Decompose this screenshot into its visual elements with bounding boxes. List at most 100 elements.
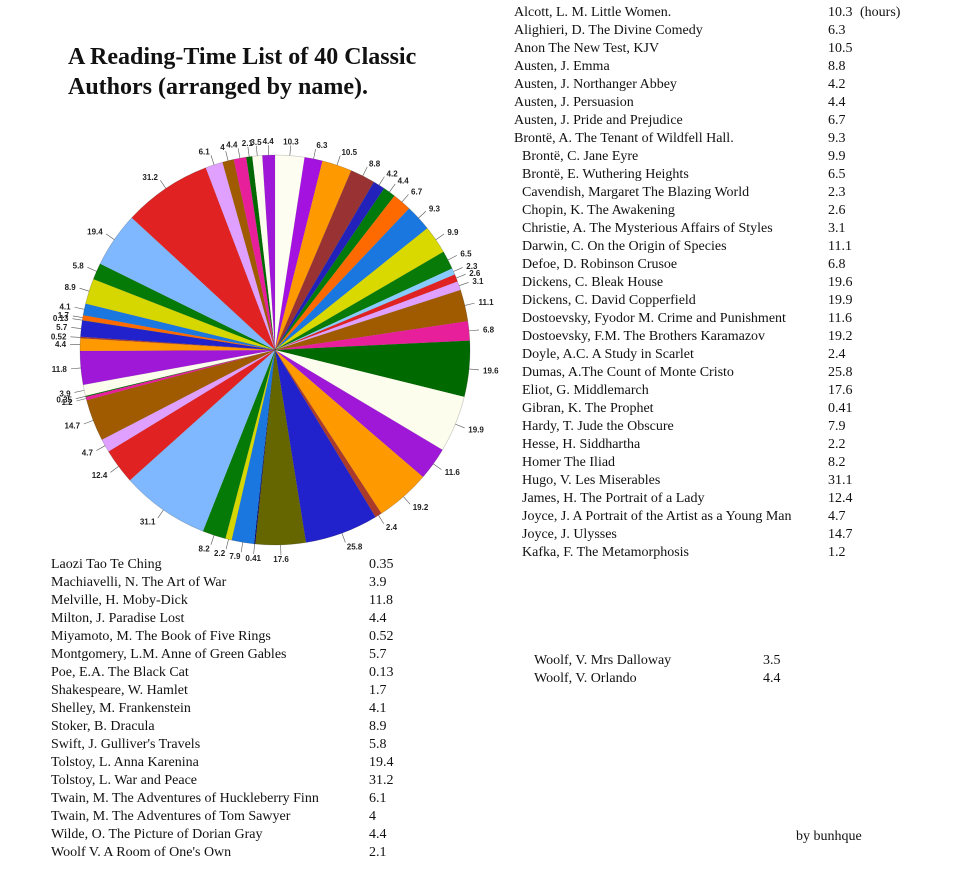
reading-hours: 4.1 [369, 701, 387, 716]
pie-data-label: 3.5 [250, 138, 262, 147]
book-title: Brontë, E. Wuthering Heights [522, 167, 689, 182]
reading-hours: 31.2 [369, 773, 394, 788]
leader-line [469, 329, 480, 332]
book-title: Brontë, A. The Tenant of Wildfell Hall. [514, 131, 734, 146]
pie-data-label: 10.3 [283, 138, 299, 147]
book-title: Dostoevsky, F.M. The Brothers Karamazov [522, 329, 766, 344]
leader-line [210, 155, 215, 165]
reading-hours: 6.5 [828, 167, 846, 182]
book-title: Christie, A. The Mysterious Affairs of S… [522, 221, 773, 236]
chart-title: A Reading-Time List of 40 Classic Author… [68, 44, 417, 100]
leader-line [72, 318, 83, 321]
leader-line [76, 398, 87, 402]
pie-data-label: 4.4 [55, 340, 67, 349]
leader-line [341, 533, 346, 543]
leader-line [70, 367, 81, 370]
leader-line [464, 302, 475, 306]
book-title: Doyle, A.C. A Study in Scarlet [522, 347, 694, 362]
book-title: Hesse, H. Siddhartha [522, 437, 641, 452]
pie-data-label: 11.6 [445, 468, 461, 477]
book-title: Shelley, M. Frankenstein [51, 701, 191, 716]
pie-slice [85, 349, 276, 398]
leader-line [453, 267, 463, 272]
pie-data-label: 2.3 [466, 262, 478, 271]
pie-slice [129, 349, 276, 532]
leader-line [110, 466, 119, 473]
pie-data-label: 19.6 [483, 366, 499, 375]
book-title: Alighieri, D. The Divine Comedy [514, 23, 703, 38]
pie-data-label: 8.8 [369, 159, 381, 168]
pie-data-label: 31.2 [142, 173, 158, 182]
book-title: Anon The New Test, KJV [514, 41, 660, 56]
pie-data-label: 2.4 [386, 523, 398, 532]
pie-data-label: 3.9 [59, 389, 71, 398]
pie-slice [101, 349, 276, 452]
book-title: Swift, J. Gulliver's Travels [51, 737, 201, 752]
pie-data-label: 6.5 [460, 250, 472, 259]
reading-hours: 4.4 [763, 671, 781, 686]
leader-line [75, 396, 86, 400]
reading-hours: 8.9 [369, 719, 387, 734]
pie-slice [274, 268, 456, 351]
pie-slice [274, 160, 352, 351]
book-title: Austen, J. Pride and Prejudice [514, 113, 683, 128]
pie-slice [274, 281, 461, 351]
leader-line [247, 146, 250, 157]
book-title: Machiavelli, N. The Art of War [51, 575, 227, 590]
reading-hours: 10.3 [828, 5, 853, 20]
pie-outline [79, 154, 471, 546]
pie-data-label: 2.2 [214, 549, 226, 558]
leader-line [256, 145, 258, 156]
pie-data-label: 5.8 [73, 262, 85, 271]
leader-line [403, 496, 411, 505]
pie-slice [274, 156, 323, 351]
book-title: Alcott, L. M. Little Women. [514, 5, 672, 20]
book-title: Eliot, G. Middlemarch [522, 383, 649, 398]
pie-slice [108, 349, 276, 481]
leader-line [401, 194, 409, 203]
reading-hours: 25.8 [828, 365, 853, 380]
pie-data-label: 4.1 [59, 302, 71, 311]
leader-line [336, 155, 341, 166]
book-title: Montgomery, L.M. Anne of Green Gables [51, 647, 287, 662]
pie-slice [274, 349, 465, 451]
pie-data-label: 3.1 [472, 277, 484, 286]
reading-hours: 17.6 [828, 383, 853, 398]
pie-slice [99, 217, 276, 351]
book-title: Hardy, T. Jude the Obscure [522, 419, 674, 434]
pie-slice [262, 154, 276, 351]
reading-hours: 14.7 [828, 527, 853, 542]
leader-line [455, 423, 465, 429]
leader-line [87, 267, 97, 272]
leader-line [289, 145, 291, 156]
pie-data-label: 4.4 [263, 137, 275, 146]
pie-data-label: 19.2 [413, 503, 429, 512]
book-title: Defoe, D. Robinson Crusoe [522, 257, 678, 272]
book-title: Austen, J. Persuasion [514, 95, 634, 110]
book-title: Dickens, C. Bleak House [522, 275, 664, 290]
pie-data-label: 9.9 [447, 228, 459, 237]
pie-data-label: 14.7 [65, 421, 81, 430]
pie-data-label: 17.6 [273, 555, 289, 564]
leader-line [83, 420, 94, 425]
book-title: Shakespeare, W. Hamlet [51, 683, 188, 698]
pie-slice [80, 336, 276, 351]
pie-slice [274, 349, 376, 543]
reading-hours: 6.8 [828, 257, 846, 272]
reading-hours: 31.1 [828, 473, 853, 488]
pie-data-label: 8.9 [65, 283, 77, 292]
leader-line [313, 149, 316, 159]
leader-line [71, 327, 82, 329]
book-title: Dickens, C. David Copperfield [522, 293, 696, 308]
leader-line [105, 233, 115, 240]
leader-line [70, 336, 81, 338]
pie-data-label: 4.4 [398, 177, 410, 186]
pie-slice [274, 274, 458, 351]
book-title: Brontë, C. Jane Eyre [522, 149, 639, 164]
leader-line [418, 211, 427, 219]
reading-hours: 3.5 [763, 653, 781, 668]
leader-line [210, 535, 215, 545]
book-title: Woolf V. A Room of One's Own [51, 845, 232, 860]
pie-data-label: 11.8 [52, 365, 68, 374]
